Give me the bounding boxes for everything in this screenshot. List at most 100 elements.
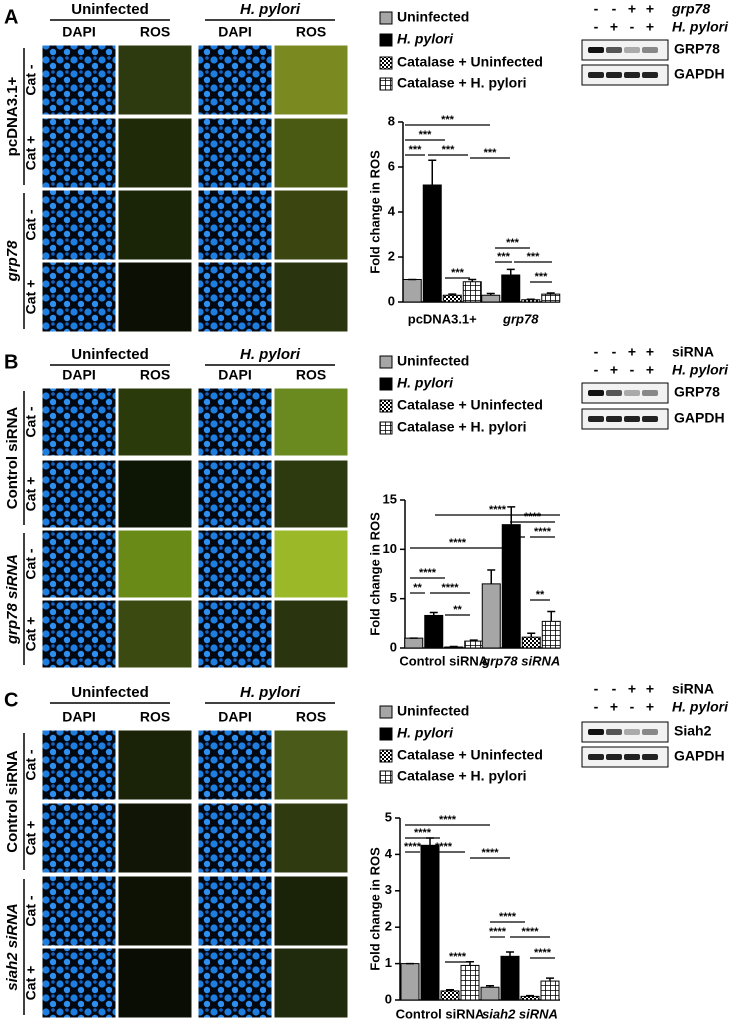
significance-label: ** — [413, 582, 422, 594]
blot-sign: - — [594, 699, 599, 715]
row-label: Cat + — [23, 477, 39, 512]
legend-label: Uninfected — [397, 9, 469, 25]
blot-sign: + — [646, 1, 654, 17]
blot-band — [642, 72, 658, 78]
legend-label: Catalase + H. pylori — [397, 419, 527, 435]
blot-band — [588, 754, 604, 760]
error-bar — [426, 837, 434, 846]
x-tick-label: grp78 siRNA — [481, 653, 560, 668]
error-bar — [546, 292, 555, 295]
row-label: Cat - — [23, 548, 39, 579]
blot-band — [624, 72, 640, 78]
bar — [520, 995, 540, 1001]
micrograph — [41, 729, 117, 801]
significance-label: *** — [409, 144, 423, 156]
blot-band — [642, 390, 658, 396]
bar — [424, 614, 444, 649]
micrograph — [41, 189, 117, 261]
error-bar — [446, 989, 454, 991]
blot-label: GAPDH — [674, 66, 725, 82]
bar — [440, 990, 460, 1001]
column-header: Uninfected — [71, 346, 149, 363]
y-tick-label: 2 — [388, 248, 395, 263]
blot-band — [624, 390, 640, 396]
y-tick-label: 4 — [388, 203, 396, 218]
blot-band — [606, 416, 622, 422]
micrograph — [41, 875, 117, 947]
blot-sign: - — [594, 362, 599, 378]
micrograph — [117, 802, 193, 874]
blot-condition: H. pylori — [672, 699, 729, 715]
micrograph — [117, 599, 193, 669]
y-axis-label: Fold change in ROS — [367, 512, 382, 636]
channel-label: ROS — [140, 709, 170, 725]
significance-label: *** — [506, 237, 520, 249]
column-header: H. pylori — [240, 346, 301, 363]
bar — [400, 963, 420, 1001]
y-tick-label: 3 — [385, 882, 392, 897]
significance-label: **** — [439, 814, 457, 826]
micrograph — [117, 459, 193, 529]
bar — [404, 637, 424, 649]
blot-sign: - — [594, 1, 599, 17]
blot-sign: + — [646, 344, 654, 360]
significance-label: **** — [499, 911, 517, 923]
micrograph — [273, 802, 349, 874]
blot-sign: + — [646, 19, 654, 35]
significance-label: *** — [451, 267, 465, 279]
group-label: pcDNA3.1+ — [4, 76, 21, 156]
y-axis-label: Fold change in ROS — [367, 150, 382, 274]
channel-label: DAPI — [62, 709, 95, 725]
bar — [420, 844, 440, 1001]
bar — [500, 955, 520, 1001]
blot-band — [642, 754, 658, 760]
significance-label: **** — [441, 582, 459, 594]
error-bar — [527, 632, 536, 638]
significance-label: *** — [535, 271, 549, 283]
blot-sign: - — [630, 362, 635, 378]
channel-label: ROS — [140, 367, 170, 383]
bar — [541, 620, 561, 649]
x-tick-label: pcDNA3.1+ — [408, 311, 477, 326]
legend-swatch — [379, 705, 393, 719]
blot-band — [624, 754, 640, 760]
error-bar — [468, 278, 477, 282]
legend-swatch — [379, 749, 393, 763]
micrograph — [273, 599, 349, 669]
column-header: Uninfected — [71, 1, 149, 18]
error-bar — [486, 292, 495, 296]
blot-band — [624, 47, 640, 53]
blot-label: GRP78 — [674, 384, 720, 400]
legend-swatch — [379, 355, 393, 369]
y-tick-label: 15 — [383, 491, 397, 506]
legend-swatch — [379, 77, 393, 91]
micrograph — [41, 947, 117, 1019]
row-label: Cat + — [23, 280, 39, 315]
micrograph — [273, 729, 349, 801]
channel-label: DAPI — [62, 367, 95, 383]
blot-band — [606, 729, 622, 735]
blot-sign: - — [594, 19, 599, 35]
bar — [480, 986, 500, 1001]
channel-label: DAPI — [218, 24, 251, 40]
blot-label: Siah2 — [674, 723, 712, 739]
blot-sign: + — [646, 699, 654, 715]
significance-label: **** — [414, 827, 432, 839]
blot-band — [588, 47, 604, 53]
significance-label: ** — [453, 604, 462, 616]
blot-sign: + — [646, 362, 654, 378]
significance-label: **** — [489, 926, 507, 938]
legend-label: Uninfected — [397, 703, 469, 719]
micrograph — [197, 729, 273, 801]
y-tick-label: 4 — [385, 846, 393, 861]
bar — [464, 640, 484, 649]
group-label: Control siRNA — [4, 407, 21, 510]
micrograph — [197, 459, 273, 529]
micrograph — [197, 947, 273, 1019]
legend-swatch — [379, 727, 393, 741]
blot-label: GAPDH — [674, 748, 725, 764]
blot-label: GAPDH — [674, 410, 725, 426]
y-tick-label: 5 — [385, 809, 392, 824]
y-tick-label: 0 — [390, 639, 397, 654]
